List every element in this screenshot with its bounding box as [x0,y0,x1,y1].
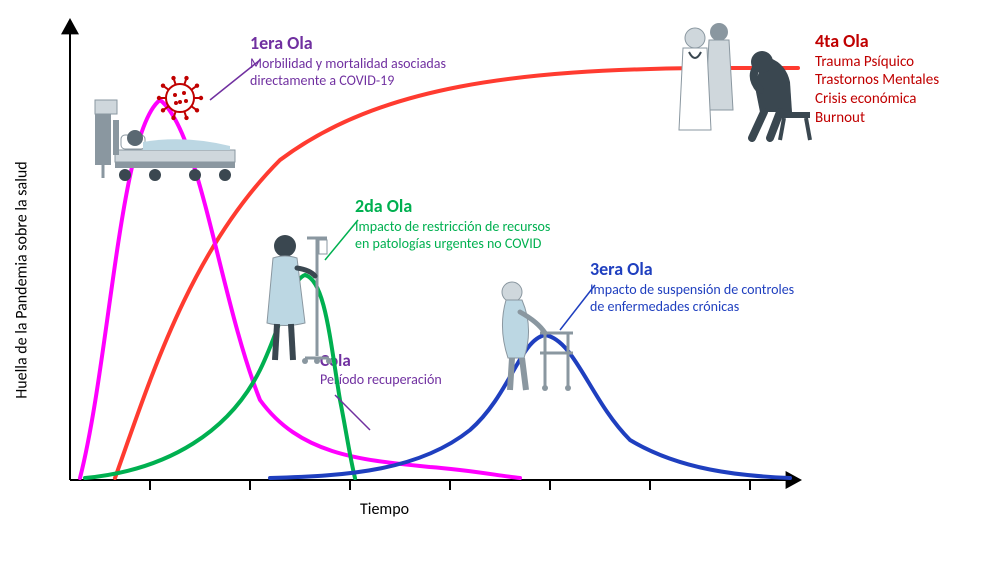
hospital-bed-icon [95,76,235,181]
distressed-person-icon [751,51,810,140]
chart-svg [0,0,1000,563]
doctors-icon [679,23,733,130]
chart-stage: { "type": "line", "canvas": { "width": 1… [0,0,1000,563]
